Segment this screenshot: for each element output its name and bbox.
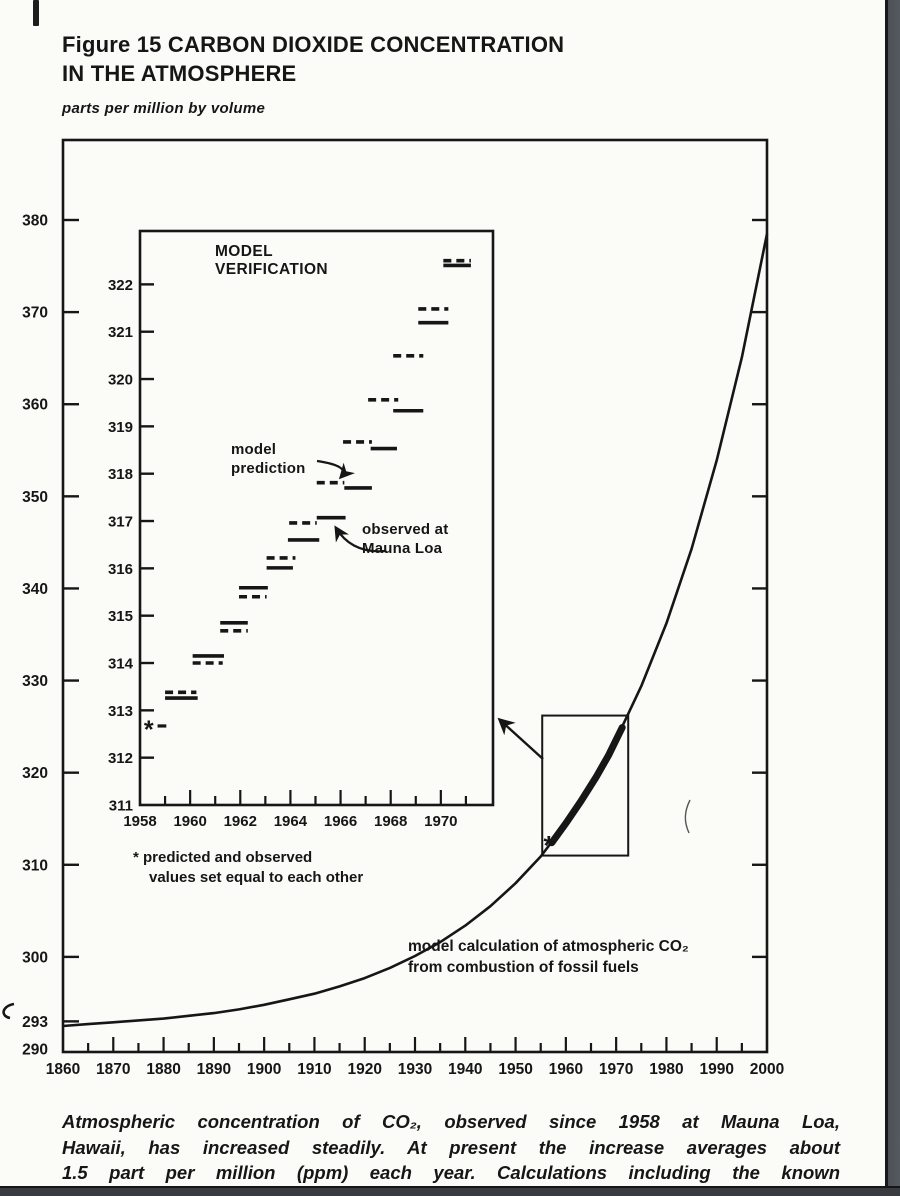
model-prediction-arrow [316, 459, 355, 480]
inset-y-tick-label: 313 [108, 703, 133, 720]
inset-asterisk: * [144, 716, 154, 744]
figure-title-line2: IN THE ATMOSPHERE [62, 61, 297, 86]
inset-y-tick-label: 315 [108, 608, 133, 625]
inset-x-tick-label: 1960 [173, 813, 206, 830]
y-axis-tick-label: 320 [22, 765, 48, 782]
x-axis-tick-label: 1970 [599, 1061, 633, 1078]
inset-y-tick-label: 322 [108, 277, 133, 294]
y-axis-tick-label: 340 [22, 581, 48, 598]
co2-model-curve [62, 233, 769, 1028]
main-curve-asterisk: * [544, 831, 555, 861]
inset-title-line2: VERIFICATION [215, 261, 329, 278]
caption-line-3: 1.5 part per million (ppm) each year. Ca… [62, 1162, 840, 1183]
figure-title: Figure 15 CARBON DIOXIDE CONCENTRATION I… [62, 30, 682, 88]
inset-y-tick-label: 316 [108, 561, 133, 578]
inset-x-tick-label: 1964 [274, 813, 308, 830]
inset-plot-frame [138, 229, 495, 807]
y-axis-tick-label: 330 [22, 673, 48, 690]
y-axis-tick-label: 380 [22, 213, 48, 230]
annotation-observed-mauna-loa: observed at Mauna Loa [362, 520, 448, 558]
annotation-model-prediction: model prediction [231, 440, 306, 478]
inset-y-tick-label: 320 [108, 372, 133, 389]
inset-y-tick-label: 319 [108, 419, 133, 436]
x-axis-tick-label: 1870 [96, 1061, 130, 1078]
caption-line-2: Hawaii, has increased steadily. At prese… [62, 1136, 840, 1158]
x-axis-tick-label: 1880 [146, 1061, 180, 1078]
magnify-arrow [497, 717, 544, 760]
scan-artifact-squiggle [2, 1002, 15, 1020]
x-axis-tick-label: 1900 [247, 1061, 281, 1078]
x-axis-tick-label: 1950 [498, 1061, 532, 1078]
page-edge-band-bottom [0, 1186, 900, 1196]
figure-caption: Atmospheric concentration of CO₂, observ… [62, 1109, 840, 1186]
inset-x-tick-label: 1958 [123, 813, 156, 830]
x-axis-tick-label: 1980 [649, 1061, 683, 1078]
annotation-observed-line1: observed at [362, 521, 449, 538]
y-axis-tick-label: 370 [22, 305, 48, 322]
inset-y-tick-label: 318 [108, 466, 133, 483]
x-axis-tick-label: 1920 [347, 1061, 381, 1078]
inset-footnote-line1: * predicted and observed [133, 849, 313, 866]
y-axis-tick-label: 360 [22, 397, 48, 414]
inset-y-tick-label: 311 [109, 798, 133, 815]
inset-y-tick-label: 321 [108, 324, 133, 341]
figure-title-line1: Figure 15 CARBON DIOXIDE CONCENTRATION [62, 32, 565, 57]
inset-title-line1: MODEL [215, 243, 273, 260]
curve-annotation-line1: model calculation of atmospheric CO₂ [408, 938, 689, 955]
annotation-model-prediction-line1: model [231, 441, 277, 458]
y-axis-tick-label: 293 [22, 1014, 48, 1031]
inset-y-tick-label: 312 [108, 750, 133, 767]
x-axis-tick-label: 1990 [699, 1061, 733, 1078]
observed-data-overlay [548, 724, 626, 847]
x-axis-tick-label: 1930 [398, 1061, 432, 1078]
x-axis-tick-label: 1910 [297, 1061, 331, 1078]
scan-artifact-paren [684, 799, 691, 834]
observed-arrow [334, 525, 387, 553]
zoom-region-box [541, 714, 630, 857]
scan-artifact-mark [33, 0, 39, 26]
y-axis-tick-label: 290 [22, 1042, 48, 1059]
main-plot-frame [61, 138, 769, 1054]
inset-x-tick-label: 1962 [224, 813, 257, 830]
y-axis-tick-label: 310 [22, 857, 48, 874]
curve-annotation-line2: from combustion of fossil fuels [408, 959, 639, 976]
y-axis-tick-label: 300 [22, 949, 48, 966]
inset-x-tick-label: 1970 [424, 813, 457, 830]
inset-footnote: * predicted and observed values set equa… [133, 848, 363, 888]
caption-line-1: Atmospheric concentration of CO₂, observ… [62, 1111, 840, 1132]
axis-units-label: parts per million by volume [62, 100, 266, 117]
y-axis-tick-label: 350 [22, 489, 48, 506]
curve-annotation: model calculation of atmospheric CO₂ fro… [408, 936, 689, 978]
inset-title: MODEL VERIFICATION [215, 243, 328, 279]
page-edge-band-right [885, 0, 900, 1196]
inset-x-tick-label: 1966 [324, 813, 357, 830]
x-axis-tick-label: 1940 [448, 1061, 482, 1078]
annotation-observed-line2: Mauna Loa [362, 540, 443, 557]
x-axis-tick-label: 2000 [750, 1061, 784, 1078]
annotation-model-prediction-line2: prediction [231, 460, 306, 477]
inset-x-tick-label: 1968 [374, 813, 407, 830]
x-axis-tick-label: 1860 [46, 1061, 80, 1078]
inset-footnote-line2: values set equal to each other [149, 869, 364, 886]
x-axis-tick-label: 1890 [197, 1061, 231, 1078]
inset-y-tick-label: 317 [108, 514, 133, 531]
x-axis-tick-label: 1960 [549, 1061, 583, 1078]
inset-y-tick-label: 314 [108, 656, 134, 673]
